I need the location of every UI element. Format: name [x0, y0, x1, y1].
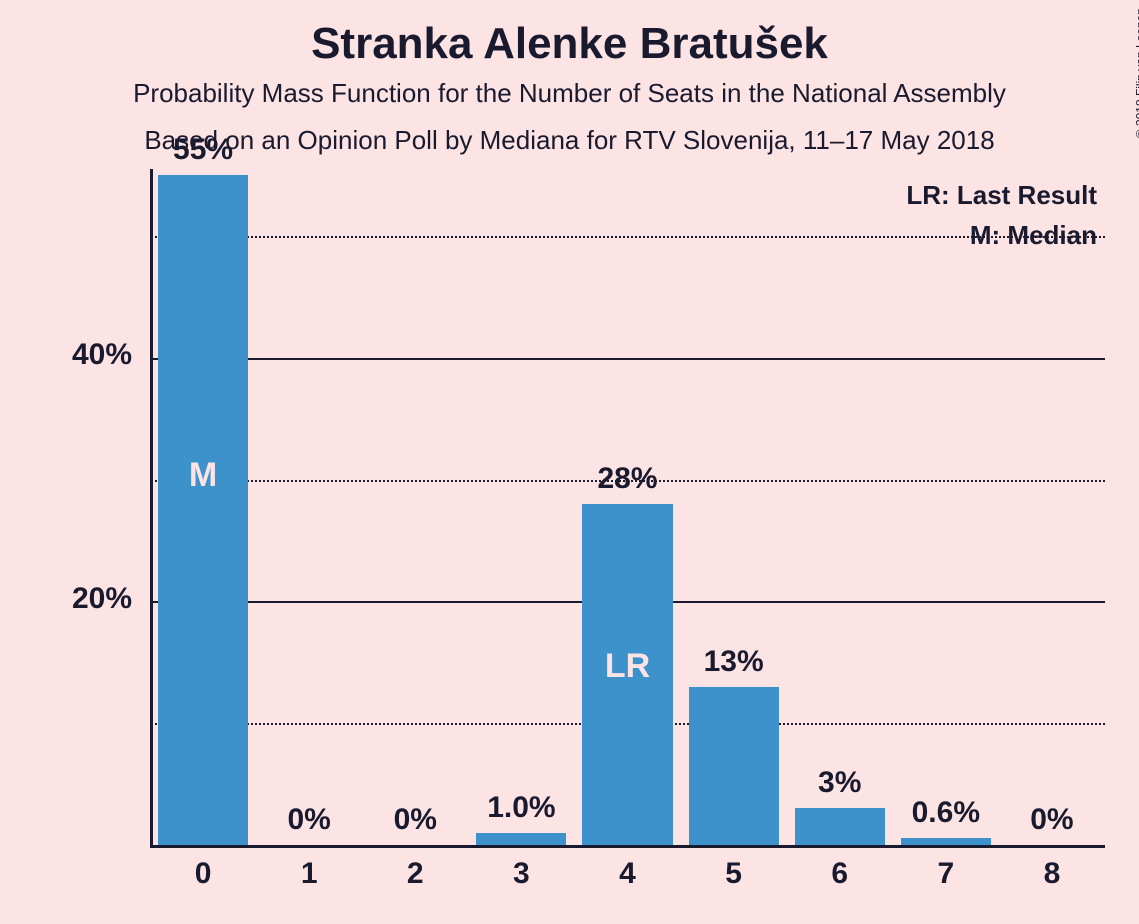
bar-value-label: 28%: [564, 462, 690, 496]
x-tick-label: 3: [468, 857, 574, 891]
last-result-marker: LR: [582, 647, 672, 686]
grid-minor: [150, 236, 1105, 238]
bar: [158, 175, 248, 845]
bar-value-label: 55%: [140, 133, 266, 167]
bar-chart: 20%40%55%0M0%10%21.0%328%4LR13%53%60.6%7…: [150, 175, 1105, 845]
x-tick-label: 1: [256, 857, 362, 891]
chart-title: Stranka Alenke Bratušek: [0, 0, 1139, 69]
x-tick-label: 4: [574, 857, 680, 891]
bar-value-label: 0%: [989, 803, 1115, 837]
x-tick-label: 7: [893, 857, 999, 891]
copyright-text: © 2018 Filip van Laenen: [1133, 8, 1139, 138]
y-tick-label: 20%: [12, 582, 132, 616]
x-axis: [150, 845, 1105, 848]
chart-subtitle-1: Probability Mass Function for the Number…: [0, 78, 1139, 109]
y-tick-label: 40%: [12, 338, 132, 372]
bar: [689, 687, 779, 845]
x-tick-label: 6: [787, 857, 893, 891]
legend-median: M: Median: [970, 220, 1097, 251]
x-tick-label: 8: [999, 857, 1105, 891]
bar: [476, 833, 566, 845]
x-tick-label: 5: [681, 857, 787, 891]
median-marker: M: [158, 456, 248, 495]
bar-value-label: 1.0%: [458, 791, 584, 825]
grid-major: [150, 358, 1105, 360]
legend-last-result: LR: Last Result: [906, 180, 1097, 211]
bar: [795, 808, 885, 845]
bar-value-label: 13%: [671, 645, 797, 679]
bar: [901, 838, 991, 845]
x-tick-label: 0: [150, 857, 256, 891]
y-axis: [150, 169, 153, 845]
x-tick-label: 2: [362, 857, 468, 891]
